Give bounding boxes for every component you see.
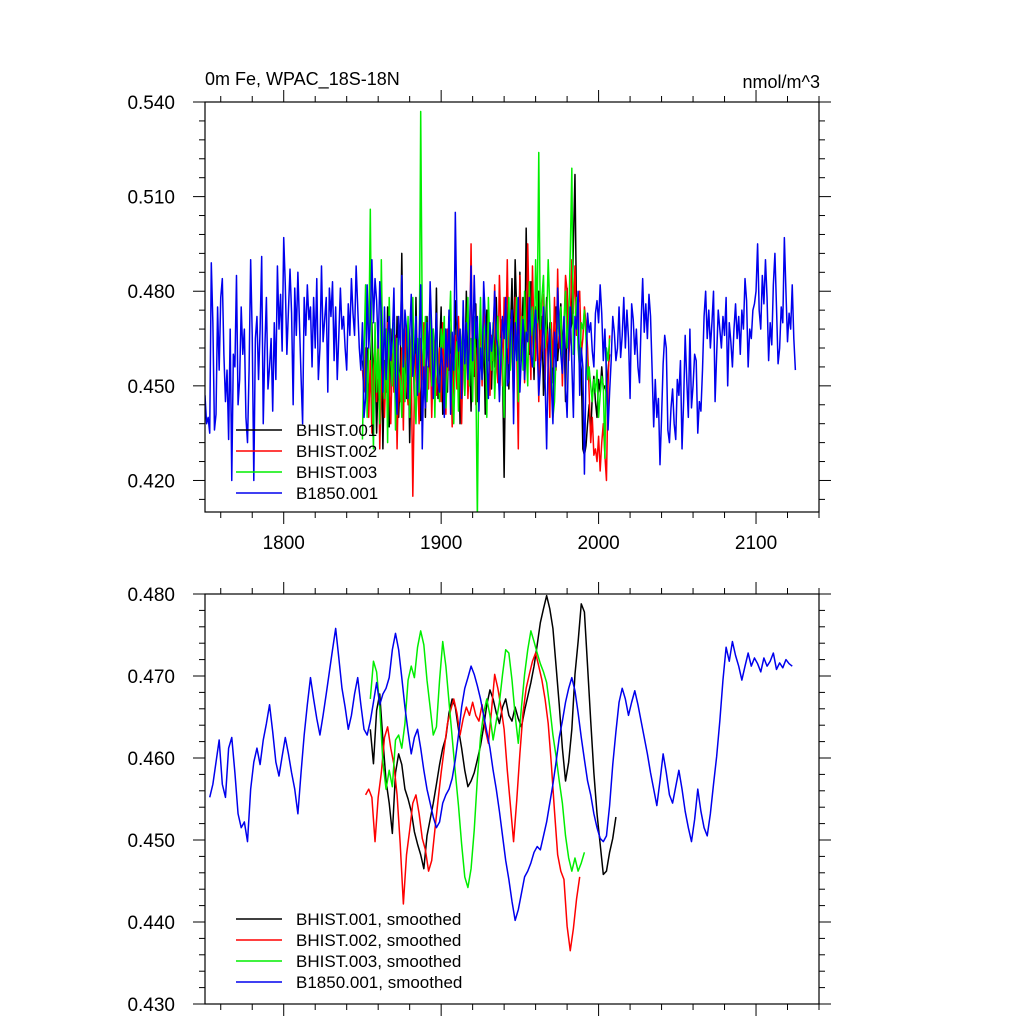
panel-bottom-legend: BHIST.001, smoothed BHIST.002, smoothed BH… [236,910,462,992]
y-tick-label: 0.480 [127,585,175,606]
legend-label: BHIST.001, smoothed [296,910,461,929]
legend-label: BHIST.002, smoothed [296,931,461,950]
y-tick-label: 0.480 [127,282,175,303]
panel-top-frame [204,101,820,513]
legend-label: BHIST.002 [296,442,377,461]
y-tick-label: 0.450 [127,377,175,398]
x-tick-label: 2100 [735,533,777,554]
y-tick-label: 0.420 [127,471,175,492]
y-tick-label: 0.430 [127,995,175,1016]
y-tick-label: 0.470 [127,667,175,688]
y-tick-label: 0.440 [127,913,175,934]
y-tick-label: 0.540 [127,93,175,114]
panel-bottom: 0.430 0.440 0.450 0.460 0.470 0.480 BHIST.001… [127,582,831,1016]
panel-top-title-right: nmol/m^3 [743,72,820,92]
panel-top: 0m Fe, WPAC_18S-18N nmol/m^3 1800 1900 200… [127,69,831,554]
legend-label: B1850.001 [296,484,378,503]
panel-top-legend: BHIST.001 BHIST.002 BHIST.003 B1850.001 [236,421,378,503]
panel-top-title-left: 0m Fe, WPAC_18S-18N [205,69,400,90]
panel-bottom-frame [204,593,820,1005]
x-tick-label: 2000 [577,533,619,554]
y-tick-label: 0.510 [127,188,175,209]
x-tick-label: 1800 [263,533,305,554]
legend-label: BHIST.001 [296,421,377,440]
panel-top-ticks-group: 1800 1900 2000 2100 0.420 0.450 0.480 0.510 0.54… [127,90,831,554]
panel-bottom-series-group [208,594,793,952]
series-line-3 [369,630,586,889]
legend-label: B1850.001, smoothed [296,973,462,992]
x-tick-label: 1900 [420,533,462,554]
series-line-4 [205,211,797,482]
legend-label: BHIST.003, smoothed [296,952,461,971]
series-line-4 [208,627,793,922]
panel-top-series-group [205,110,797,512]
legend-label: BHIST.003 [296,463,377,482]
panel-bottom-ticks-group: 0.430 0.440 0.450 0.460 0.470 0.480 [127,582,831,1016]
series-line-2 [364,652,581,952]
y-tick-label: 0.460 [127,749,175,770]
y-tick-label: 0.450 [127,831,175,852]
